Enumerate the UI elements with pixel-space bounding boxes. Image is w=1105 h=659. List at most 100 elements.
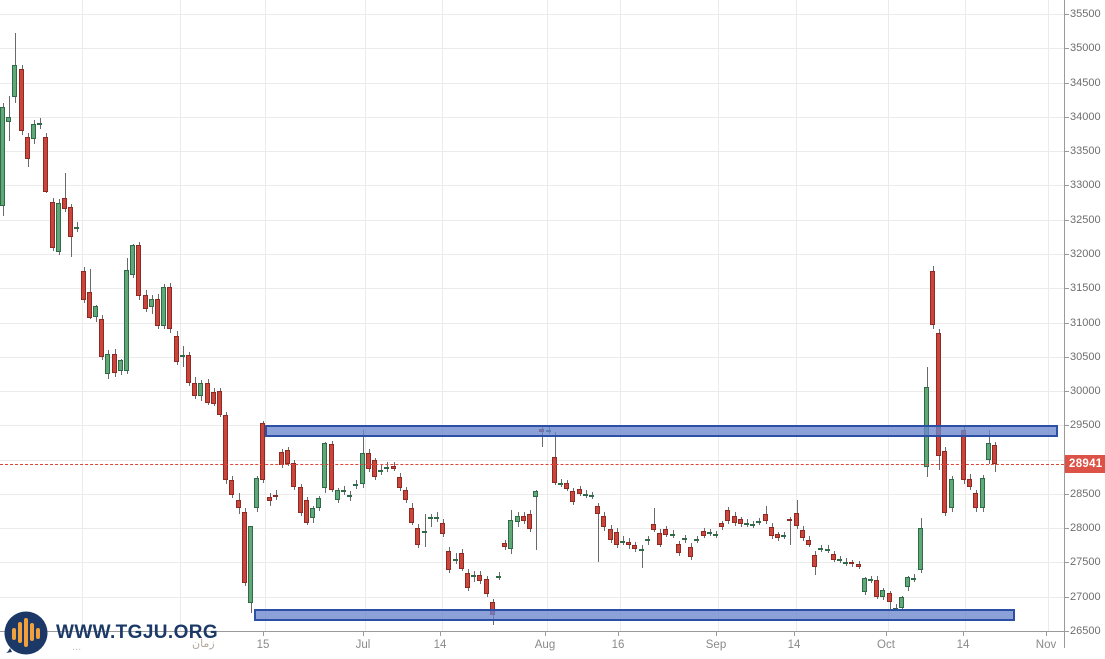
gridline-horizontal [0, 253, 1064, 255]
candle-down [477, 575, 482, 581]
candle-wick [642, 544, 643, 568]
gridline-vertical [442, 0, 443, 631]
candle-down [632, 544, 637, 550]
candle-up [707, 532, 712, 535]
candle-up [558, 482, 563, 485]
candle-down [236, 500, 241, 509]
candle-up [384, 467, 389, 470]
x-axis-tick [794, 631, 795, 636]
candle-down [992, 445, 997, 464]
y-axis-tick [1064, 528, 1069, 530]
candle-up [880, 589, 885, 597]
candle-up [434, 516, 439, 519]
candle-down [459, 552, 464, 569]
candle-down [552, 456, 557, 483]
candle-down [527, 513, 532, 529]
candle-down [291, 463, 296, 488]
candle-up [180, 355, 185, 358]
candle-up [453, 559, 458, 562]
gridline-vertical [965, 0, 966, 631]
y-axis-label: 32000 [1070, 247, 1101, 260]
candle-up [198, 382, 203, 396]
candle-down [930, 271, 935, 326]
x-axis-label: Sep [705, 639, 727, 651]
x-axis-label: 14 [787, 639, 801, 651]
x-axis-tick [618, 631, 619, 636]
y-axis-tick [1064, 356, 1069, 358]
x-axis-tick [716, 631, 717, 636]
candle-up [347, 495, 352, 498]
candle-up [6, 116, 11, 123]
candle-down [273, 495, 278, 498]
candle-down [806, 539, 811, 545]
y-axis-tick [1064, 425, 1069, 427]
gridline-horizontal [0, 528, 1064, 530]
gridline-horizontal [0, 493, 1064, 495]
candle-up [905, 576, 910, 588]
candle-down [440, 523, 445, 534]
candle-wick [431, 514, 432, 527]
candle-up [93, 306, 98, 317]
candle-down [25, 137, 30, 160]
candle-up [341, 489, 346, 492]
candle-up [583, 493, 588, 496]
candle-wick [654, 507, 655, 532]
y-axis-tick [1064, 322, 1069, 324]
candle-up [0, 107, 5, 206]
candle-down [942, 450, 947, 514]
candle-up [360, 452, 365, 485]
y-axis-label: 31500 [1070, 282, 1101, 295]
candle-up [670, 534, 675, 537]
candle-up [682, 538, 687, 541]
candle-down [614, 531, 619, 545]
gridline-horizontal [0, 151, 1064, 153]
x-axis-tick [440, 631, 441, 636]
candle-up [589, 495, 594, 498]
candle-down [415, 528, 420, 546]
y-axis-tick [1064, 253, 1069, 255]
candle-up [843, 561, 848, 564]
gridline-horizontal [0, 185, 1064, 187]
x-axis-line [0, 631, 1069, 632]
candle-up [118, 360, 123, 372]
gridline-horizontal [0, 116, 1064, 118]
x-axis-partial-label: ... [72, 641, 82, 653]
candle-wick [276, 489, 277, 501]
y-axis-label: 35500 [1070, 8, 1101, 20]
y-axis-label: 30500 [1070, 350, 1101, 363]
candle-down [484, 578, 489, 594]
candle-down [211, 391, 216, 405]
candle-down [676, 543, 681, 553]
gridline-horizontal [0, 459, 1064, 461]
candle-up [911, 577, 916, 580]
candle-down [397, 477, 402, 489]
candle-down [260, 423, 265, 481]
gridline-horizontal [0, 288, 1064, 290]
candle-down [663, 528, 668, 535]
candle-down [143, 295, 148, 309]
candle-wick [790, 517, 791, 545]
y-axis-tick [1064, 631, 1069, 632]
candle-down [775, 534, 780, 539]
candle-up [130, 245, 135, 275]
candle-down [285, 450, 290, 464]
gridline-horizontal [0, 562, 1064, 564]
candle-down [298, 487, 303, 514]
candle-down [732, 515, 737, 524]
candle-up [422, 530, 427, 533]
candle-down [174, 336, 179, 363]
y-axis-tick [1064, 562, 1069, 564]
candle-down [409, 507, 414, 523]
candle-wick [536, 489, 537, 551]
candle-up [868, 578, 873, 581]
candle-down [577, 489, 582, 494]
gridline-horizontal [0, 596, 1064, 598]
y-axis-label: 34000 [1070, 110, 1101, 123]
x-axis-tick [363, 631, 364, 636]
candle-down [601, 515, 606, 528]
x-axis-label: 14 [956, 639, 970, 651]
candle-up [496, 576, 501, 579]
candle-down [403, 490, 408, 501]
candle-up [378, 469, 383, 472]
